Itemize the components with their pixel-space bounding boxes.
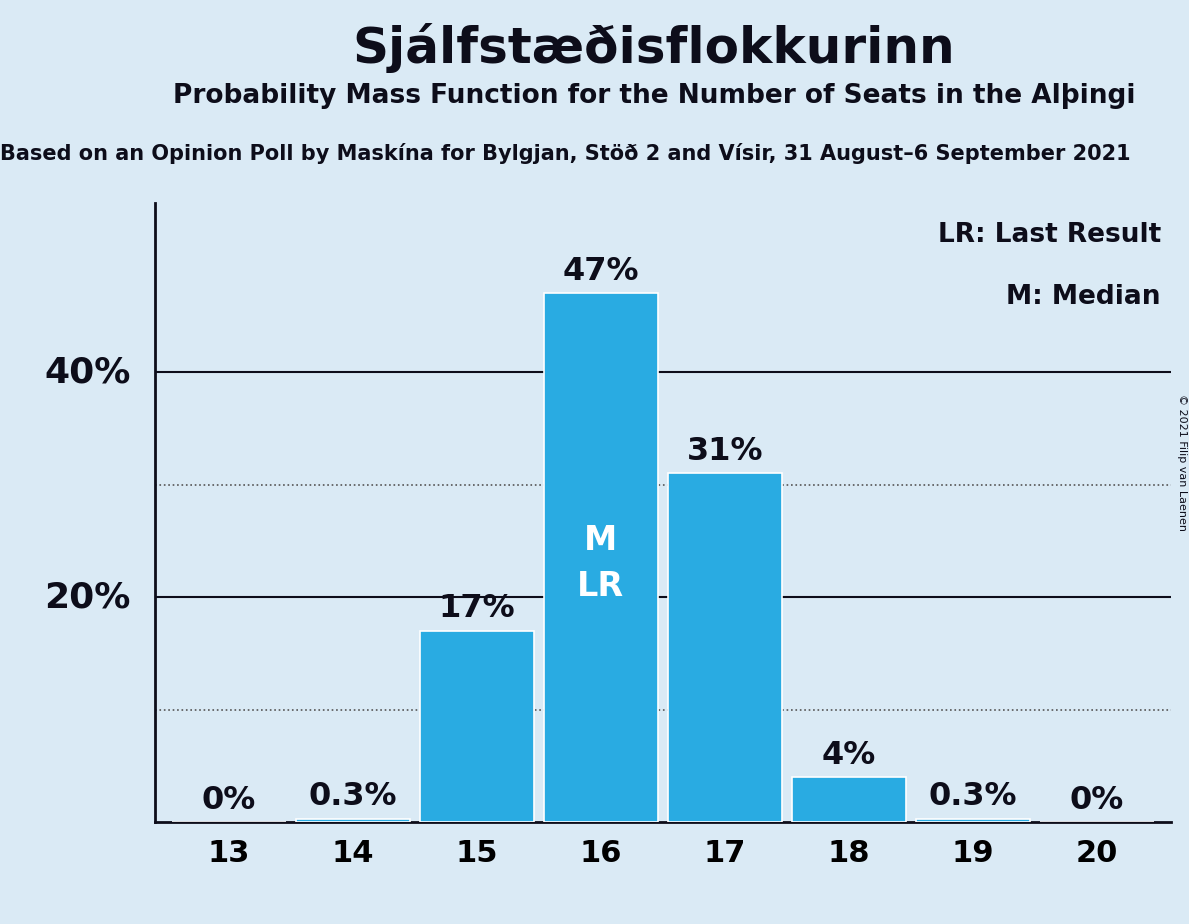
Bar <box>916 819 1030 822</box>
Text: 0%: 0% <box>202 784 256 816</box>
Text: 0.3%: 0.3% <box>309 781 397 812</box>
Bar <box>792 777 906 822</box>
Text: 20%: 20% <box>44 580 131 614</box>
Text: Sjálfstæðisflokkurinn: Sjálfstæðisflokkurinn <box>353 23 955 73</box>
Text: LR: Last Result: LR: Last Result <box>938 222 1160 248</box>
Text: Based on an Opinion Poll by Maskína for Bylgjan, Stöð 2 and Vísir, 31 August–6 S: Based on an Opinion Poll by Maskína for … <box>0 143 1131 164</box>
Text: 47%: 47% <box>562 256 640 286</box>
Bar <box>420 631 534 822</box>
Text: 0.3%: 0.3% <box>929 781 1017 812</box>
Bar <box>668 473 782 822</box>
Bar <box>543 293 658 822</box>
Bar <box>296 819 410 822</box>
Text: 31%: 31% <box>686 436 763 467</box>
Text: 40%: 40% <box>44 355 131 389</box>
Text: © 2021 Filip van Laenen: © 2021 Filip van Laenen <box>1177 394 1187 530</box>
Text: Probability Mass Function for the Number of Seats in the Alþingi: Probability Mass Function for the Number… <box>172 83 1135 109</box>
Text: 4%: 4% <box>822 739 876 771</box>
Text: M
LR: M LR <box>578 524 624 603</box>
Text: M: Median: M: Median <box>1007 284 1160 310</box>
Text: 17%: 17% <box>439 593 515 625</box>
Text: 0%: 0% <box>1070 784 1124 816</box>
